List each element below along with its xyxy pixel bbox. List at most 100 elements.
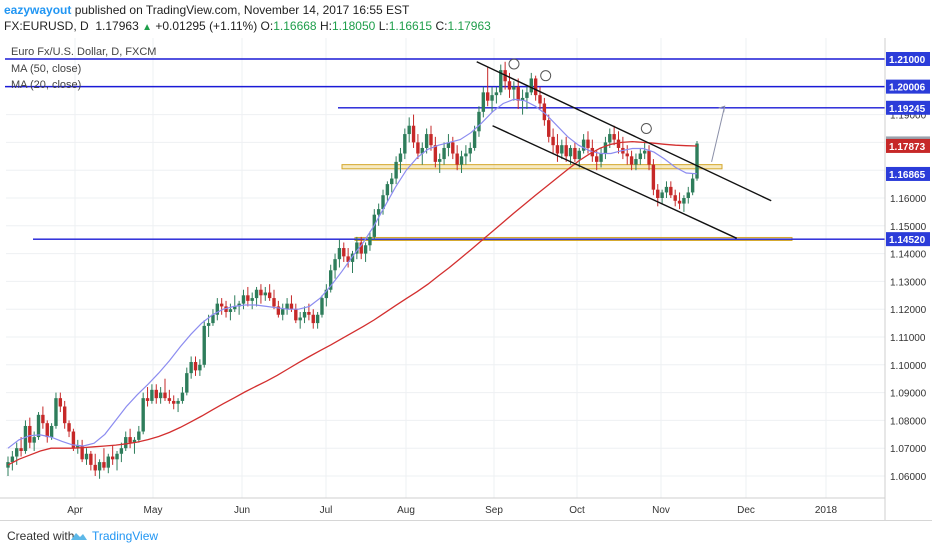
price-tag-level: 1.19245: [886, 100, 930, 115]
candle-body: [41, 414, 45, 424]
candle: [311, 309, 315, 329]
candle-body: [612, 134, 616, 140]
candle: [158, 387, 163, 404]
candle: [110, 445, 115, 465]
candle: [97, 459, 102, 479]
candle: [499, 64, 503, 96]
candle-body: [93, 464, 97, 471]
candle-body: [45, 423, 49, 438]
author-link[interactable]: eazywayout: [4, 3, 72, 17]
candle: [368, 231, 372, 251]
candle-body: [682, 198, 686, 204]
candle-body: [128, 437, 132, 443]
tradingview-logo-icon: [71, 533, 87, 540]
candle-body: [459, 156, 464, 165]
candle-body: [233, 306, 237, 310]
lower-channel-line: [492, 125, 738, 239]
candle-body: [311, 314, 315, 324]
candle: [533, 75, 538, 101]
candle: [577, 147, 581, 168]
candle: [224, 300, 228, 318]
high-label: H:: [319, 19, 332, 33]
candle: [202, 320, 206, 368]
candle: [560, 139, 564, 160]
candle: [485, 67, 490, 107]
x-tick-label: Aug: [397, 505, 415, 516]
candle: [612, 125, 616, 146]
tradingview-brand-link[interactable]: TradingView: [92, 529, 159, 543]
candle-body: [690, 178, 695, 193]
y-tick-label: 1.06000: [890, 472, 927, 483]
time-axis[interactable]: Apr May Jun Jul Aug Sep Oct Nov Dec 2018: [0, 497, 885, 516]
candle-body: [350, 253, 355, 262]
candle-body: [616, 139, 621, 148]
candle: [468, 142, 472, 162]
candle: [538, 86, 542, 110]
open-value: 1.16668: [273, 19, 317, 33]
candle-body: [71, 431, 76, 449]
candle: [328, 264, 333, 293]
candle: [246, 286, 250, 307]
candle-body: [215, 303, 220, 315]
candle: [189, 356, 193, 379]
x-tick-label: Nov: [652, 505, 670, 516]
candle-body: [281, 309, 285, 315]
candle: [490, 86, 494, 112]
candle-body: [512, 86, 516, 90]
candle-body: [172, 400, 176, 404]
candle-body: [32, 437, 36, 443]
candle-body: [158, 392, 163, 399]
candle: [167, 389, 172, 404]
candle: [180, 387, 185, 404]
candle-body: [660, 192, 664, 198]
price-chart[interactable]: 1.06000 1.07000 1.08000 1.09000 1.10000 1.110…: [0, 38, 932, 520]
candle-body: [634, 159, 638, 165]
candle: [603, 136, 608, 160]
ma20-line: [7, 98, 698, 449]
candle-body: [390, 178, 394, 185]
candle-body: [150, 389, 154, 401]
candle-body: [451, 142, 455, 154]
price-axis[interactable]: 1.06000 1.07000 1.08000 1.09000 1.10000 1.110…: [884, 38, 930, 520]
candle: [102, 448, 106, 471]
candle-body: [15, 448, 19, 457]
candle-body: [481, 92, 486, 112]
candle-body: [433, 145, 438, 162]
candle: [233, 295, 237, 312]
published-text: published on TradingView.com, November 1…: [74, 3, 410, 17]
candle-body: [342, 248, 346, 257]
candle-body: [67, 423, 71, 432]
candle-body: [581, 139, 586, 151]
candle-body: [276, 306, 281, 315]
trend-drawings: [476, 58, 772, 239]
swing-high-marker: [508, 58, 520, 70]
candle: [193, 356, 198, 376]
candle: [267, 284, 272, 301]
candle: [276, 300, 281, 318]
ohlc-header: FX:EURUSD, D 1.17963 ▲ +0.01295 (+1.11%)…: [4, 19, 491, 33]
candle-body: [250, 298, 254, 301]
candle: [250, 292, 254, 310]
candle-body: [211, 314, 215, 324]
candle-body: [376, 209, 381, 215]
candle: [67, 420, 71, 438]
candle-body: [647, 150, 651, 165]
y-tick-label: 1.09000: [890, 389, 927, 400]
candle: [529, 72, 533, 96]
candle-body: [381, 195, 385, 210]
candle-body: [193, 362, 198, 371]
candle-body: [241, 295, 246, 304]
candle: [128, 428, 132, 449]
candle-body: [673, 195, 677, 201]
x-tick-label: Oct: [569, 505, 585, 516]
candle: [555, 134, 560, 162]
candle-body: [202, 325, 206, 365]
candle: [150, 384, 154, 404]
candle: [525, 86, 529, 110]
y-tick-label: 1.15000: [890, 222, 927, 233]
candle-body: [533, 78, 538, 96]
candle: [677, 192, 682, 210]
candle: [298, 311, 302, 329]
candle-body: [80, 445, 84, 460]
candle: [398, 147, 403, 173]
